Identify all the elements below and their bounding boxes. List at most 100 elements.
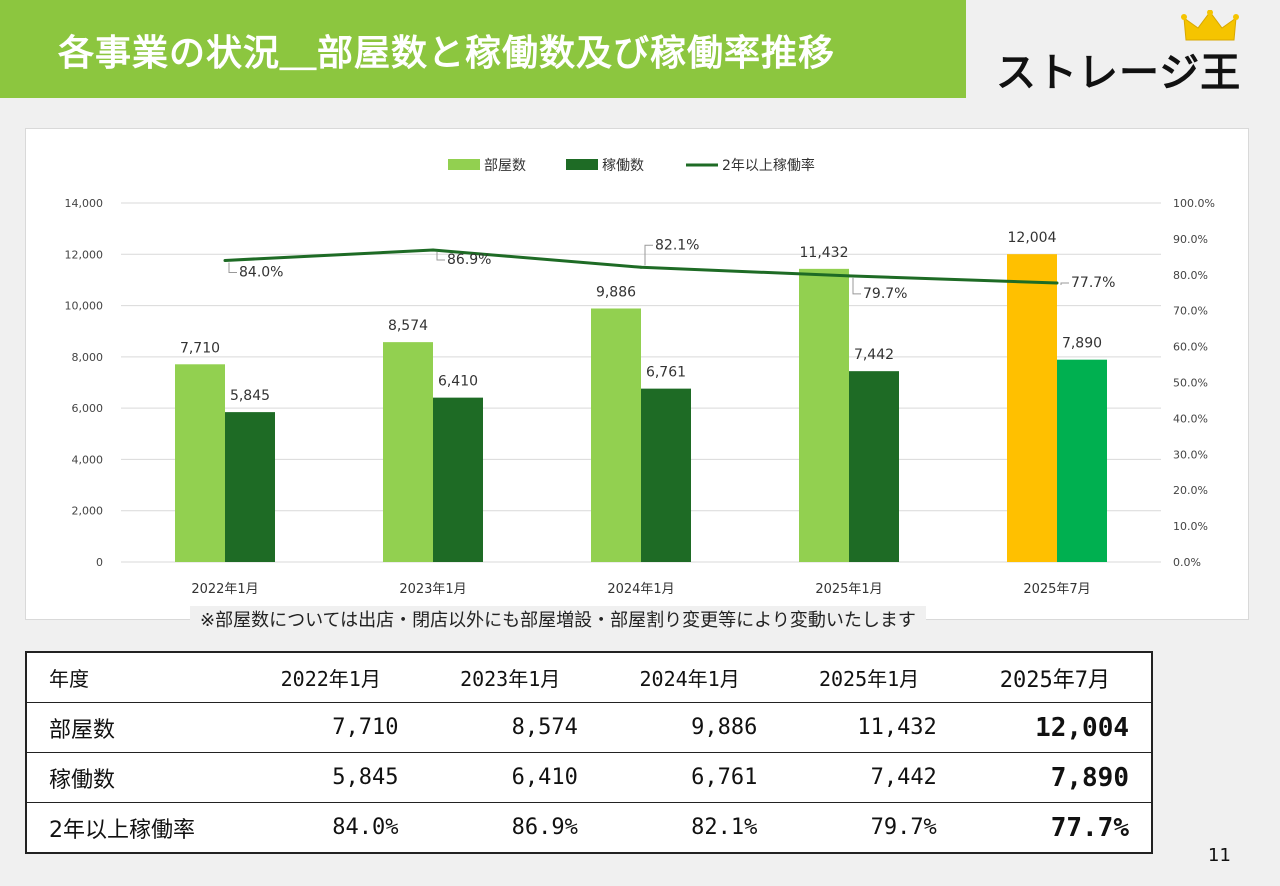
rate-point: [1055, 281, 1059, 285]
x-tick-label: 2025年7月: [1023, 582, 1090, 597]
table-row: 2年以上稼働率 84.0% 86.9% 82.1% 79.7% 77.7%: [26, 803, 1152, 854]
table-cell: 7,442: [779, 752, 959, 803]
table-cell: 6,761: [599, 752, 780, 803]
table-cell: 8,574: [420, 702, 600, 753]
y-right-tick-label: 70.0%: [1173, 305, 1208, 318]
combo-chart: 0 2,000 4,000 6,000 8,000 10,000 12,000 14,000 0…: [65, 157, 1215, 597]
table-cell: 7,710: [241, 702, 421, 753]
table-row: 部屋数 7,710 8,574 9,886 11,432 12,004: [26, 702, 1152, 753]
crown-icon: [1181, 10, 1239, 41]
bar-data-label: 9,886: [596, 284, 636, 300]
table-header-cell: 2023年1月: [420, 652, 600, 703]
y-right-tick-label: 0.0%: [1173, 556, 1201, 569]
rate-leader-line: [852, 277, 861, 295]
rate-point: [639, 265, 643, 269]
y-right-tick-label: 100.0%: [1173, 197, 1215, 210]
y-right-tick-label: 80.0%: [1173, 269, 1208, 282]
title-bar: 各事業の状況＿部屋数と稼働数及び稼働率推移: [0, 0, 966, 98]
table-header-cell: 2025年7月: [958, 652, 1152, 703]
bar-data-label: 6,761: [646, 365, 686, 381]
y-left-tick-label: 0: [96, 556, 103, 569]
y-right-tick-label: 40.0%: [1173, 412, 1208, 425]
table-cell: 84.0%: [332, 815, 399, 840]
table-cell: 86.9%: [511, 815, 578, 840]
bar: [433, 397, 483, 562]
logo-text: ストレージ王: [996, 50, 1242, 96]
y-right-tick-label: 30.0%: [1173, 448, 1208, 461]
table-header-cell: 2025年1月: [779, 652, 959, 703]
bar-data-label: 12,004: [1008, 230, 1057, 246]
table-cell: 77.7%: [1050, 812, 1129, 843]
rate-data-label: 82.1%: [655, 237, 699, 253]
table-cell: 5,845: [241, 752, 421, 803]
legend-swatch: [566, 159, 598, 170]
bar-data-label: 6,410: [438, 374, 478, 390]
table-header-cell: 2022年1月: [241, 652, 421, 703]
bar: [225, 412, 275, 562]
table-cell: 7,890: [958, 752, 1152, 803]
table-cell: 12,004: [958, 702, 1152, 753]
table-header-cell: 2024年1月: [599, 652, 780, 703]
y-left-tick-label: 12,000: [65, 248, 104, 261]
y-left-tick-label: 4,000: [72, 453, 104, 466]
table-cell: 11,432: [779, 702, 959, 753]
rate-point: [431, 248, 435, 252]
bar: [383, 342, 433, 562]
table-cell: 9,886: [599, 702, 780, 753]
bar: [1057, 359, 1107, 562]
chart-note: ※部屋数については出店・閉店以外にも部屋増設・部屋割り変更等により変動いたします: [190, 606, 926, 632]
table-row-label: 部屋数: [26, 702, 241, 753]
logo: ストレージ王: [990, 10, 1250, 96]
y-right-tick-label: 10.0%: [1173, 520, 1208, 533]
rate-data-label: 84.0%: [239, 264, 283, 280]
bar-data-label: 7,890: [1062, 336, 1102, 352]
table-row: 稼働数 5,845 6,410 6,761 7,442 7,890: [26, 752, 1152, 803]
rate-data-label: 79.7%: [863, 286, 907, 302]
y-right-tick-label: 60.0%: [1173, 341, 1208, 354]
page-number: 11: [1208, 845, 1231, 866]
x-tick-label: 2024年1月: [607, 582, 674, 597]
chart-panel: 0 2,000 4,000 6,000 8,000 10,000 12,000 14,000 0…: [25, 128, 1249, 620]
y-left-tick-label: 14,000: [65, 197, 104, 210]
y-right-tick-label: 20.0%: [1173, 484, 1208, 497]
rate-data-label: 86.9%: [447, 252, 491, 268]
y-left-tick-label: 10,000: [65, 300, 104, 313]
rate-leader-line: [228, 262, 237, 273]
bar-data-label: 7,710: [180, 340, 220, 356]
x-tick-label: 2025年1月: [815, 582, 882, 597]
y-right-tick-label: 90.0%: [1173, 233, 1208, 246]
y-left-tick-label: 2,000: [72, 505, 104, 518]
legend-label: 稼働数: [602, 158, 644, 174]
y-left-tick-label: 6,000: [72, 402, 104, 415]
bar: [849, 371, 899, 562]
bar-data-label: 7,442: [854, 347, 894, 363]
legend-label: 2年以上稼働率: [722, 157, 815, 174]
table-cell: 82.1%: [691, 815, 758, 840]
rate-leader-line: [644, 244, 653, 266]
data-table: 年度 2022年1月 2023年1月 2024年1月 2025年1月 2025年…: [25, 651, 1153, 854]
x-tick-label: 2023年1月: [399, 582, 466, 597]
bar: [1007, 254, 1057, 562]
y-left-tick-label: 8,000: [72, 351, 104, 364]
legend-label: 部屋数: [484, 158, 526, 174]
x-tick-label: 2022年1月: [191, 582, 258, 597]
bar-data-label: 8,574: [388, 318, 428, 334]
bar: [799, 268, 849, 562]
rate-leader-line: [436, 252, 445, 261]
rate-data-label: 77.7%: [1071, 275, 1115, 291]
table-row-label: 稼働数: [26, 752, 241, 803]
bar: [641, 388, 691, 562]
bar: [591, 308, 641, 562]
table-cell: 79.7%: [870, 815, 937, 840]
bar-data-label: 11,432: [800, 245, 849, 261]
bar-data-label: 5,845: [230, 388, 270, 404]
table-header-row: 年度 2022年1月 2023年1月 2024年1月 2025年1月 2025年…: [26, 652, 1152, 703]
y-right-tick-label: 50.0%: [1173, 377, 1208, 390]
rate-point: [223, 258, 227, 262]
rate-point: [847, 274, 851, 278]
legend-swatch: [448, 159, 480, 170]
table-row-label: 2年以上稼働率: [49, 817, 195, 843]
page-title: 各事業の状況＿部屋数と稼働数及び稼働率推移: [58, 33, 836, 74]
rate-leader-line: [1060, 282, 1069, 286]
table-header-cell: 年度: [26, 652, 241, 703]
